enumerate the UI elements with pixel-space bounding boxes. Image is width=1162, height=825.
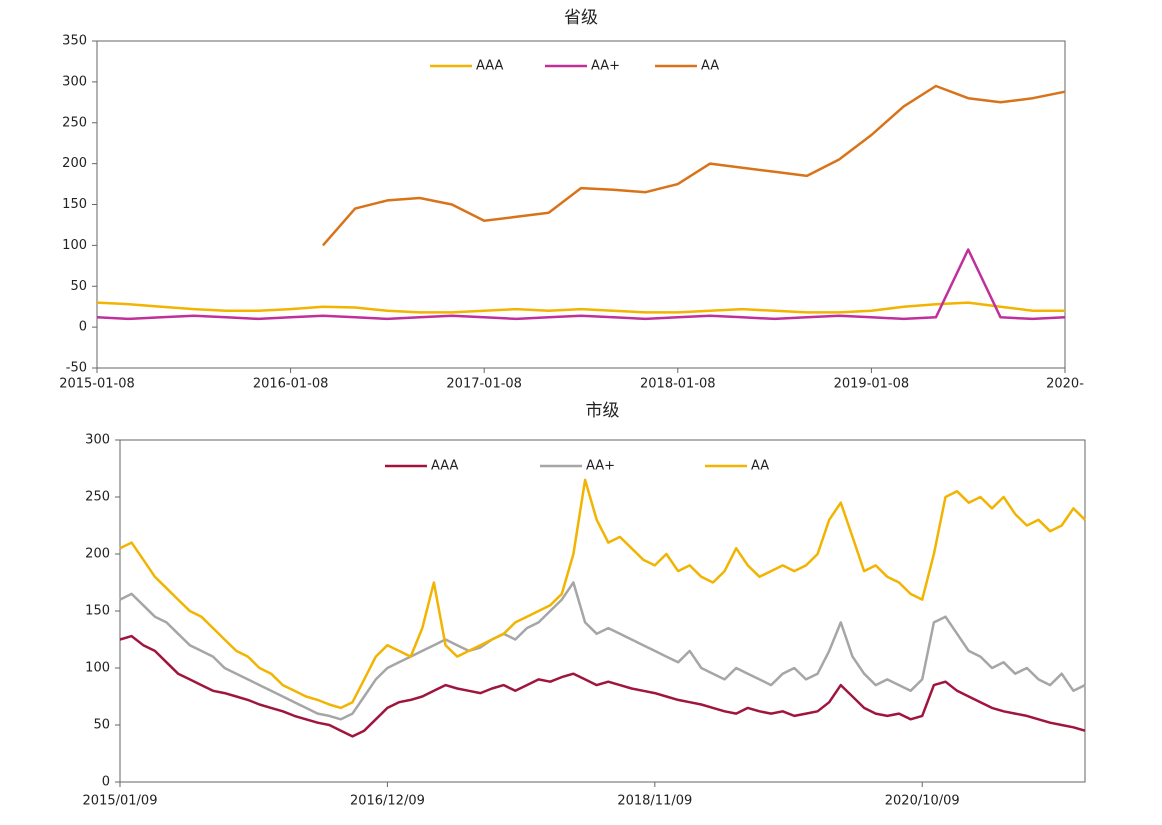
y-tick-label: 0 <box>102 775 110 790</box>
y-tick-label: 350 <box>62 34 87 49</box>
x-tick-label: 2018-01-08 <box>640 377 716 392</box>
y-tick-label: 250 <box>85 490 110 505</box>
x-tick-label: 2020/10/09 <box>885 794 960 809</box>
series-line <box>119 581 1086 721</box>
y-tick-label: 150 <box>62 197 87 212</box>
y-tick-label: 150 <box>85 604 110 619</box>
y-tick-label: 50 <box>93 718 110 733</box>
plot-frame <box>119 439 1086 783</box>
y-tick-label: 300 <box>62 74 87 89</box>
legend-label: AAA <box>476 59 504 74</box>
y-tick-label: 200 <box>62 156 87 171</box>
x-tick-label: 2020- <box>1046 377 1084 392</box>
y-tick-label: 300 <box>85 433 110 448</box>
chart-title: 省级 <box>564 8 598 28</box>
x-tick-label: 2018/11/09 <box>617 794 692 809</box>
y-tick-label: 200 <box>85 547 110 562</box>
series-line <box>321 84 1066 247</box>
series-line <box>96 301 1065 314</box>
x-tick-label: 2017-01-08 <box>446 377 522 392</box>
x-tick-label: 2016/12/09 <box>350 794 425 809</box>
legend-label: AA <box>701 59 719 74</box>
x-tick-label: 2015/01/09 <box>83 794 158 809</box>
y-tick-label: 100 <box>85 661 110 676</box>
x-tick-label: 2016-01-08 <box>253 377 329 392</box>
x-tick-label: 2019-01-08 <box>834 377 910 392</box>
legend-label: AA <box>751 459 769 474</box>
legend-label: AA+ <box>586 459 615 474</box>
y-tick-label: 0 <box>79 320 87 335</box>
series-line <box>119 634 1086 738</box>
legend-label: AA+ <box>591 59 620 74</box>
y-tick-label: 100 <box>62 238 87 253</box>
series-line <box>96 248 1066 321</box>
series-line <box>119 478 1086 710</box>
y-tick-label: 250 <box>62 115 87 130</box>
y-tick-label: -50 <box>66 361 87 376</box>
legend-label: AAA <box>431 459 459 474</box>
y-tick-label: 50 <box>70 279 87 294</box>
chart-title: 市级 <box>586 401 620 421</box>
x-tick-label: 2015-01-08 <box>59 377 135 392</box>
